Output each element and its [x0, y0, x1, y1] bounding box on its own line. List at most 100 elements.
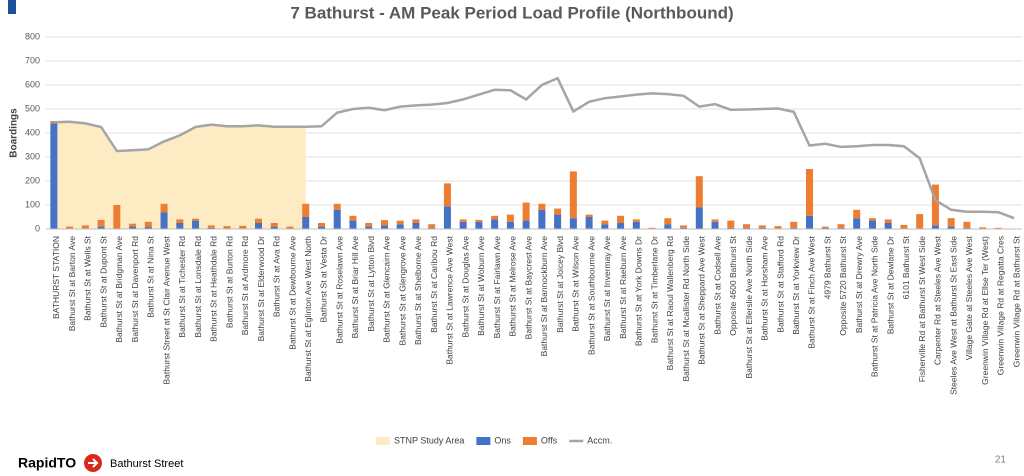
y-tick-label: 200 [25, 175, 40, 185]
bar [349, 215, 357, 221]
bar [223, 226, 231, 229]
bar [837, 227, 845, 229]
x-tick-label: Bathurst St at Raeburn Ave [618, 236, 628, 339]
bar [396, 220, 404, 225]
x-tick-label: Bathurst St at Caribou Rd [429, 236, 439, 333]
bar [884, 219, 892, 223]
bar [648, 227, 656, 229]
bar [963, 221, 971, 228]
bar [916, 214, 924, 229]
x-tick-label: Bathurst St at Raoul Wallenberg Rd [665, 236, 675, 371]
bar [412, 223, 420, 229]
bar [585, 217, 593, 229]
bar [66, 226, 74, 229]
bar [97, 219, 105, 227]
bar [491, 219, 499, 229]
x-tick-label: Bathurst St at Mcallister Rd North Side [681, 236, 691, 382]
x-tick-label: Bathurst St at Roselawn Ave [334, 236, 344, 344]
bar [239, 225, 247, 229]
footer-subtitle: Bathurst Street [110, 458, 183, 470]
bar [805, 215, 813, 229]
bar [727, 227, 735, 229]
bar [302, 217, 310, 229]
bar [144, 227, 152, 229]
x-tick-label: Bathurst St at Woburn Ave [476, 236, 486, 336]
bar [50, 123, 58, 229]
x-tick-label: Fisherville Rd at Bathurst St West Side [917, 236, 927, 383]
bar [475, 219, 483, 222]
bar [680, 227, 688, 229]
x-tick-label: Bathurst St at Wells St [83, 235, 93, 321]
x-tick-label: Bathurst St at Southbourne Ave [586, 236, 596, 355]
bar [365, 226, 373, 229]
x-tick-label: Bathurst St at Elderwood Dr [256, 236, 266, 342]
x-tick-label: Bathurst St at York Downs Dr [634, 236, 644, 346]
footer: RapidTO Bathurst Street 21 [18, 454, 1006, 472]
x-tick-label: BATHURST STATION [51, 236, 61, 319]
x-tick-label: Bathurst St at Invermay Ave [602, 236, 612, 341]
bar [506, 221, 514, 229]
x-tick-label: Bathurst St at Ava Rd [272, 236, 282, 317]
x-tick-label: Bathurst St at Eglinton Ave West North [303, 236, 313, 382]
bar [900, 224, 908, 229]
bar [868, 220, 876, 229]
bar [475, 221, 483, 229]
bar [790, 221, 798, 228]
bar [617, 215, 625, 223]
bar [270, 223, 278, 227]
bar [270, 226, 278, 229]
x-tick-label: Bathurst St at Finch Ave West [807, 235, 817, 348]
bar [711, 221, 719, 229]
bar [380, 220, 388, 226]
corner-mark [8, 0, 16, 14]
x-tick-label: Bathurst St at Glencairn Ave [382, 236, 392, 343]
bar [538, 203, 546, 210]
bar [144, 221, 152, 228]
bar [317, 226, 325, 229]
accm-line [53, 76, 1015, 220]
x-tick-label: Bathurst St at Heathdale Rd [209, 236, 219, 342]
bar [333, 203, 341, 210]
x-tick-label: Bathurst St at Barton Ave [67, 236, 77, 332]
bar [758, 225, 766, 228]
bar [81, 225, 89, 229]
bar [664, 224, 672, 229]
y-tick-label: 300 [25, 151, 40, 161]
study-area [53, 121, 306, 229]
bar [554, 214, 562, 229]
bar [837, 224, 845, 228]
bar [931, 225, 939, 229]
bar [192, 220, 200, 229]
bar [459, 221, 467, 229]
x-tick-label: Village Gate at Steeles Ave West [964, 235, 974, 360]
legend-swatch [476, 437, 491, 445]
bar [569, 171, 577, 219]
bar [176, 219, 184, 223]
bar [963, 227, 971, 229]
x-tick-label: Bathurst Street at St Clair Avenue West [161, 235, 171, 384]
x-tick-label: Bathurst St at Yorkview Dr [791, 236, 801, 335]
x-tick-label: Bathurst St at Timberlane Dr [649, 236, 659, 343]
bar [947, 218, 955, 227]
bar [601, 224, 609, 229]
y-tick-label: 800 [25, 31, 40, 41]
bar [632, 221, 640, 229]
bar [743, 227, 751, 229]
bar [727, 220, 735, 228]
bar [994, 227, 1002, 229]
bar [868, 218, 876, 221]
x-tick-label: Greenwin Village Rd at Bathurst St [1011, 235, 1021, 367]
y-tick-label: 100 [25, 199, 40, 209]
bar [506, 214, 514, 222]
x-tick-label: Steeles Ave West at Bathurst St East Sid… [948, 236, 958, 395]
bar [758, 227, 766, 229]
bar [317, 223, 325, 227]
bar [947, 226, 955, 229]
bar [774, 226, 782, 229]
brand: RapidTO [18, 455, 76, 471]
bar [160, 203, 168, 213]
x-tick-label: Opposite 4600 Bathurst St [728, 235, 738, 335]
bar [491, 215, 499, 220]
bar [192, 218, 200, 221]
